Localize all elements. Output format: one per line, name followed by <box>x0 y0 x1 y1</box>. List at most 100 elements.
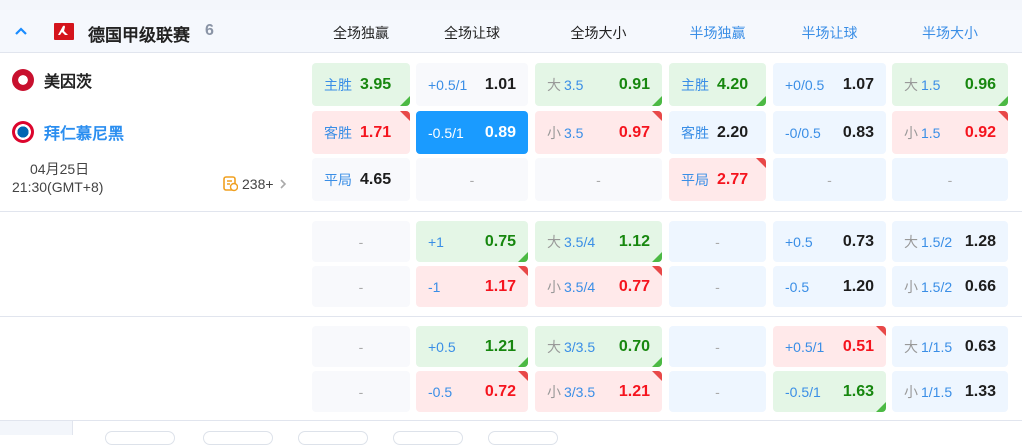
odds-value: 1.21 <box>618 382 650 400</box>
home-team-name: 美因茨 <box>44 74 93 91</box>
odds-cell[interactable]: -0/0.5 0.83 <box>773 111 886 154</box>
odds-value: 0.89 <box>484 123 516 141</box>
odds-cell[interactable]: 平局 4.65 <box>312 158 410 201</box>
odds-up-indicator-icon <box>652 96 662 106</box>
odds-value: 0.91 <box>618 75 650 93</box>
over-under-label: 小 <box>547 278 561 295</box>
odds-cell-empty: - <box>312 371 410 412</box>
odds-label: +0.5/1 <box>428 76 468 93</box>
filter-pill[interactable] <box>488 431 558 445</box>
odds-value: 0.75 <box>484 232 516 250</box>
odds-cell[interactable]: 大 3.5/4 1.12 <box>535 221 662 262</box>
empty-dash: - <box>469 171 475 188</box>
odds-value: 1.01 <box>484 75 516 93</box>
odds-cell[interactable]: -0.5/1 1.63 <box>773 371 886 412</box>
odds-label: 1.5 <box>921 124 941 141</box>
odds-cell[interactable]: 大 1.5/2 1.28 <box>892 221 1008 262</box>
filter-pill[interactable] <box>298 431 368 445</box>
odds-down-indicator-icon <box>518 266 528 276</box>
odds-down-indicator-icon <box>652 266 662 276</box>
odds-value: 0.63 <box>964 337 996 355</box>
odds-cell[interactable]: 大 3/3.5 0.70 <box>535 326 662 367</box>
odds-cell[interactable]: +1 0.75 <box>416 221 528 262</box>
odds-label: 1.5/2 <box>921 233 953 250</box>
odds-cell-empty: - <box>669 371 766 412</box>
odds-label: 主胜 <box>324 76 352 93</box>
odds-cell[interactable]: 小 1.5/2 0.66 <box>892 266 1008 307</box>
odds-up-indicator-icon <box>652 357 662 367</box>
column-header: 全场大小 <box>570 25 627 41</box>
odds-cell-empty: - <box>312 266 410 307</box>
odds-value: 0.97 <box>618 123 650 141</box>
odds-cell-empty: - <box>669 266 766 307</box>
league-header[interactable]: 德国甲级联赛 6 全场独赢 全场让球 全场大小 半场独赢 半场让球 半场大小 <box>0 10 1022 53</box>
odds-label: 3.5/4 <box>564 278 596 295</box>
odds-cell[interactable]: +0.5/1 0.51 <box>773 326 886 367</box>
market-list-icon <box>223 176 238 192</box>
odds-up-indicator-icon <box>518 252 528 262</box>
odds-label: -0.5/1 <box>785 383 821 400</box>
odds-cell[interactable]: 小 3.5 0.97 <box>535 111 662 154</box>
empty-dash: - <box>715 338 720 355</box>
empty-dash: - <box>596 171 601 188</box>
odds-cell[interactable]: +0.5 1.21 <box>416 326 528 367</box>
chevron-up-icon[interactable] <box>14 24 28 38</box>
empty-dash: - <box>358 383 364 400</box>
empty-dash: - <box>715 233 720 250</box>
bundesliga-logo-icon <box>54 23 74 40</box>
odds-up-indicator-icon <box>652 252 662 262</box>
odds-cell[interactable]: -0.5 1.20 <box>773 266 886 307</box>
top-strip <box>0 0 1022 10</box>
match-time: 04月25日 21:30(GMT+8) <box>12 160 103 196</box>
odds-cell[interactable]: +0.5 0.73 <box>773 221 886 262</box>
odds-cell-empty: - <box>669 326 766 367</box>
more-markets-link[interactable]: 238+ <box>223 176 288 192</box>
odds-cell[interactable]: 平局 2.77 <box>669 158 766 201</box>
empty-dash: - <box>715 278 720 295</box>
odds-cell[interactable]: 小 3.5/4 0.77 <box>535 266 662 307</box>
over-under-label: 小 <box>547 383 561 400</box>
filter-pill[interactable] <box>203 431 273 445</box>
filter-pill[interactable] <box>105 431 175 445</box>
odds-cell[interactable]: +0/0.5 1.07 <box>773 63 886 106</box>
odds-cell[interactable]: 大 3.5 0.91 <box>535 63 662 106</box>
column-header: 半场大小 <box>922 25 978 41</box>
odds-cell[interactable]: 小 3/3.5 1.21 <box>535 371 662 412</box>
odds-label: 1/1.5 <box>921 338 953 355</box>
odds-label: 主胜 <box>681 76 709 93</box>
odds-cell[interactable]: +0.5/1 1.01 <box>416 63 528 106</box>
odds-value: 0.77 <box>618 277 650 295</box>
over-under-label: 小 <box>547 124 561 141</box>
over-under-label: 大 <box>904 338 918 355</box>
odds-cell[interactable]: 大 1.5 0.96 <box>892 63 1008 106</box>
odds-cell[interactable]: 主胜 4.20 <box>669 63 766 106</box>
odds-cell[interactable]: -0.5/1 0.89 <box>416 111 528 154</box>
odds-cell-empty: - <box>312 221 410 262</box>
odds-down-indicator-icon <box>998 111 1008 121</box>
over-under-label: 大 <box>904 233 918 250</box>
odds-cell[interactable]: -0.5 0.72 <box>416 371 528 412</box>
odds-cell[interactable]: 客胜 1.71 <box>312 111 410 154</box>
odds-value: 1.07 <box>842 75 874 93</box>
odds-cell[interactable]: 小 1/1.5 1.33 <box>892 371 1008 412</box>
odds-value: 4.65 <box>360 170 392 188</box>
empty-dash: - <box>715 383 720 400</box>
odds-cell[interactable]: 大 1/1.5 0.63 <box>892 326 1008 367</box>
odds-label: 3/3.5 <box>564 383 596 400</box>
odds-value: 1.20 <box>842 277 874 295</box>
away-team[interactable]: 拜仁慕尼黑 <box>12 120 124 144</box>
filter-pill[interactable] <box>393 431 463 445</box>
odds-cell[interactable]: 小 1.5 0.92 <box>892 111 1008 154</box>
odds-value: 0.83 <box>842 123 874 141</box>
empty-dash: - <box>358 338 364 355</box>
home-team[interactable]: 美因茨 <box>12 68 92 92</box>
empty-dash: - <box>358 278 364 295</box>
odds-down-indicator-icon <box>756 158 766 168</box>
more-markets-count: 238+ <box>242 176 274 192</box>
over-under-label: 大 <box>547 76 561 93</box>
odds-cell[interactable]: 客胜 2.20 <box>669 111 766 154</box>
chevron-right-icon <box>279 179 286 189</box>
odds-value: 0.66 <box>964 277 996 295</box>
odds-cell[interactable]: 主胜 3.95 <box>312 63 410 106</box>
odds-cell[interactable]: -1 1.17 <box>416 266 528 307</box>
